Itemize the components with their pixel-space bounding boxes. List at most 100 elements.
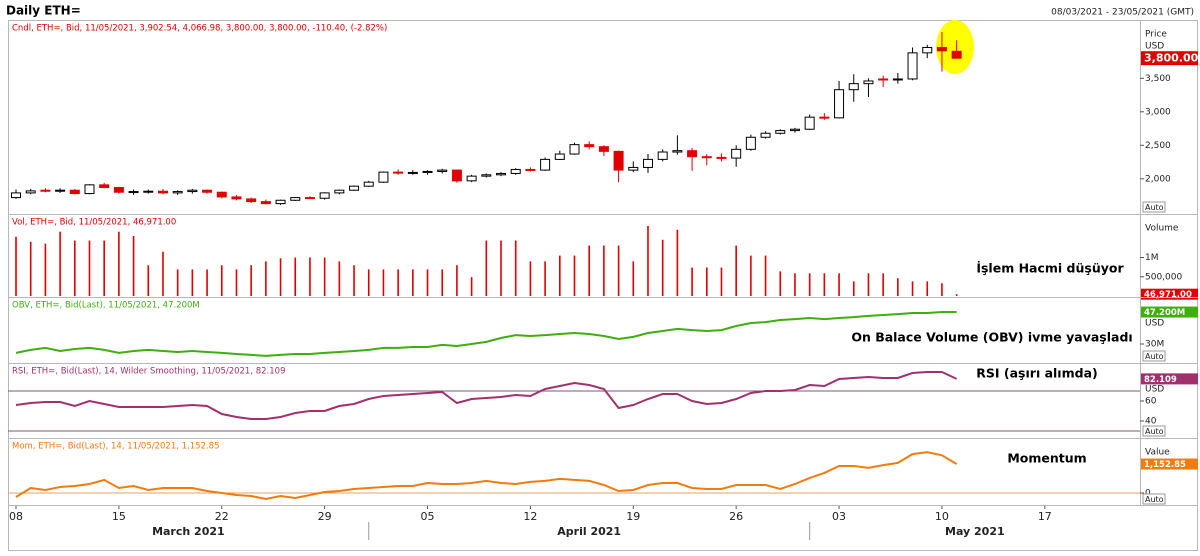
last-value-label: 82.109 (1144, 375, 1177, 385)
candle-body (11, 192, 21, 199)
y-axis-label: Volume (1145, 224, 1179, 234)
candle-body (598, 146, 609, 152)
last-value-label: 46,971.00 (1144, 290, 1192, 300)
volume-bar (118, 231, 120, 296)
candle-body (172, 191, 183, 194)
y-tick-label: 60 (1145, 397, 1157, 407)
candle-body (657, 151, 668, 160)
candle-body (760, 132, 771, 138)
y-axis-unit: USD (1145, 385, 1164, 395)
last-value-label: 47.200M (1144, 308, 1185, 318)
candle-body (834, 89, 845, 119)
candle-body (936, 46, 947, 52)
volume-bar (926, 281, 929, 296)
volume-bar (500, 240, 502, 296)
y-tick-label: 2,000 (1145, 174, 1171, 184)
volume-bar (720, 267, 723, 296)
volume-bar (603, 245, 605, 296)
volume-bar (794, 273, 796, 296)
auto-button[interactable] (1142, 201, 1166, 213)
candle-body (290, 197, 301, 201)
candle-body (349, 185, 360, 191)
y-tick-label: 3,000 (1145, 107, 1171, 117)
candle-body (569, 144, 580, 155)
x-tick-label: 22 (215, 510, 229, 523)
x-tick-label: 05 (421, 510, 435, 523)
x-tick-label: 19 (626, 510, 640, 523)
x-tick-label: 08 (9, 510, 23, 523)
volume-bar (29, 241, 32, 296)
y-tick-label: 2,500 (1145, 141, 1171, 151)
volume-bar (15, 236, 17, 296)
volume-bar (279, 258, 282, 296)
candle-body (863, 80, 874, 85)
candle-body (687, 150, 698, 158)
candle-body (231, 196, 242, 200)
last-value-label: 3,800.00 (1144, 52, 1199, 65)
month-label: March 2021 (152, 525, 225, 538)
volume-bar (44, 243, 47, 296)
volume-bar (103, 240, 105, 296)
candle-body (143, 190, 154, 193)
volume-bar (382, 269, 385, 296)
candle-body (951, 50, 962, 59)
candle-body (642, 158, 653, 168)
volume-bar (191, 269, 194, 296)
volume-bar (647, 225, 649, 296)
candle-body (878, 78, 889, 81)
volume-bar (470, 277, 473, 296)
candle-body (187, 189, 198, 193)
volume-bar (838, 273, 840, 296)
y-tick-label: 1M (1145, 253, 1159, 263)
volume-bar (485, 240, 488, 296)
auto-button-label: Auto (1145, 427, 1164, 436)
volume-bar (309, 257, 311, 296)
volume-bar (250, 265, 252, 296)
y-axis-unit: USD (1145, 319, 1164, 329)
x-tick-label: 29 (318, 510, 332, 523)
candle-body (216, 191, 227, 198)
candle-body (848, 83, 859, 91)
annotation: RSI (aşırı alımda) (976, 366, 1097, 381)
volume-bar (265, 261, 267, 296)
annotation: İşlem Hacmi düşüyor (976, 261, 1124, 276)
candle-body (202, 189, 213, 193)
volume-bar (632, 261, 635, 296)
y-tick-label: 40 (1145, 417, 1157, 427)
last-value-box (1141, 51, 1198, 66)
auto-button[interactable] (1142, 425, 1166, 437)
panel-legend: Vol, ETH=, Bid, 11/05/2021, 46,971.00 (12, 218, 176, 228)
volume-bar (514, 240, 517, 296)
month-label: May 2021 (945, 525, 1005, 538)
candle-body (554, 153, 565, 160)
auto-button[interactable] (1142, 493, 1166, 505)
candle-body (363, 181, 374, 187)
volume-bar (559, 255, 561, 296)
candle-body (40, 189, 51, 192)
candle-body (99, 184, 110, 189)
volume-bar (764, 255, 767, 296)
candle-body (892, 78, 903, 81)
last-value-box (1141, 306, 1198, 318)
candle-body (907, 52, 918, 80)
candle-body (128, 191, 139, 194)
volume-bar (220, 265, 223, 296)
y-axis-label: Price (1145, 30, 1167, 40)
candle-body (716, 156, 727, 159)
y-tick-label: 3,500 (1145, 74, 1171, 84)
volume-bar (367, 269, 370, 296)
candle-body (422, 170, 433, 173)
volume-bar (132, 235, 135, 296)
candle-body (804, 116, 815, 130)
candle-body (157, 190, 168, 194)
candle-body (451, 169, 462, 182)
volume-bar (294, 257, 297, 296)
volume-bar (529, 261, 532, 296)
candle-body (69, 189, 80, 195)
candle-body (819, 116, 830, 119)
panel-legend: RSI, ETH=, Bid(Last), 14, Wilder Smoothi… (12, 367, 286, 377)
volume-bar (426, 269, 429, 296)
volume-bar (206, 269, 208, 296)
auto-button[interactable] (1142, 350, 1166, 362)
volume-bar (235, 269, 238, 296)
